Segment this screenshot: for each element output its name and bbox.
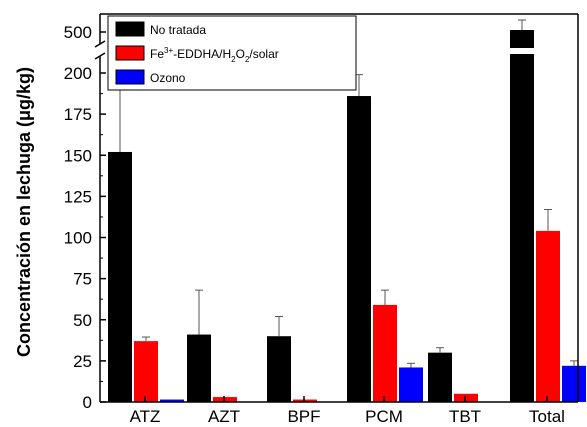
- x-tick-label-azt: AZT: [208, 407, 240, 426]
- legend-swatch-s0: [115, 21, 145, 37]
- bar-atz-s0: [108, 151, 132, 402]
- bar-pcm-s2: [399, 367, 423, 402]
- y-tick-label: 125: [64, 187, 92, 206]
- bars: [108, 19, 586, 403]
- bar-pcm-s0: [347, 96, 371, 402]
- bar-pcm-s1: [373, 304, 397, 402]
- y-tick-label: 175: [64, 105, 92, 124]
- x-tick-label-tbt: TBT: [449, 407, 481, 426]
- bar-total-s1: [536, 230, 560, 402]
- bar-bpf-s1: [293, 399, 317, 402]
- y-tick-label: 500: [64, 23, 92, 42]
- legend-swatch-s1: [115, 45, 145, 61]
- y-axis-title: Concentración en lechuga (μg/kg): [14, 67, 34, 357]
- bar-tbt-s1: [454, 393, 478, 402]
- legend-label-s2: Ozono: [150, 71, 186, 85]
- bar-total-s0: [510, 30, 534, 402]
- bar-total-s2: [562, 365, 586, 402]
- x-tick-label-atz: ATZ: [130, 407, 161, 426]
- bar-azt-s1: [213, 397, 237, 402]
- bar-atz-s2: [160, 399, 184, 402]
- x-tick-label-total: Total: [529, 407, 565, 426]
- legend: No tratada Fe3+-EDDHA/H2O2/solar Ozono: [107, 15, 357, 91]
- bar-bpf-s0: [267, 336, 291, 402]
- bar-azt-s0: [187, 334, 211, 402]
- x-tick-label-bpf: BPF: [287, 407, 320, 426]
- y-tick-label: 75: [73, 270, 92, 289]
- y-tick-label: 100: [64, 229, 92, 248]
- x-tick-label-pcm: PCM: [365, 407, 403, 426]
- y-tick-label: 50: [73, 311, 92, 330]
- bar-atz-s1: [134, 341, 158, 402]
- bar-tbt-s0: [428, 352, 452, 402]
- axes: 0 25 50 75 100 125 150 175 200 500 ATZ AZT BPF PCM TBT…: [64, 13, 579, 426]
- axis-break-gap-bar: [509, 48, 535, 54]
- y-tick-label: 200: [64, 64, 92, 83]
- y-tick-label: 25: [73, 352, 92, 371]
- legend-label-s1: Fe3+-EDDHA/H2O2/solar: [150, 46, 279, 64]
- legend-swatch-s2: [115, 69, 145, 85]
- y-tick-label: 0: [83, 393, 92, 412]
- y-tick-label: 150: [64, 146, 92, 165]
- axis-break-mark: [94, 52, 106, 60]
- axis-break-mark: [94, 40, 106, 48]
- legend-label-s0: No tratada: [150, 23, 206, 37]
- legend-box: [107, 15, 357, 91]
